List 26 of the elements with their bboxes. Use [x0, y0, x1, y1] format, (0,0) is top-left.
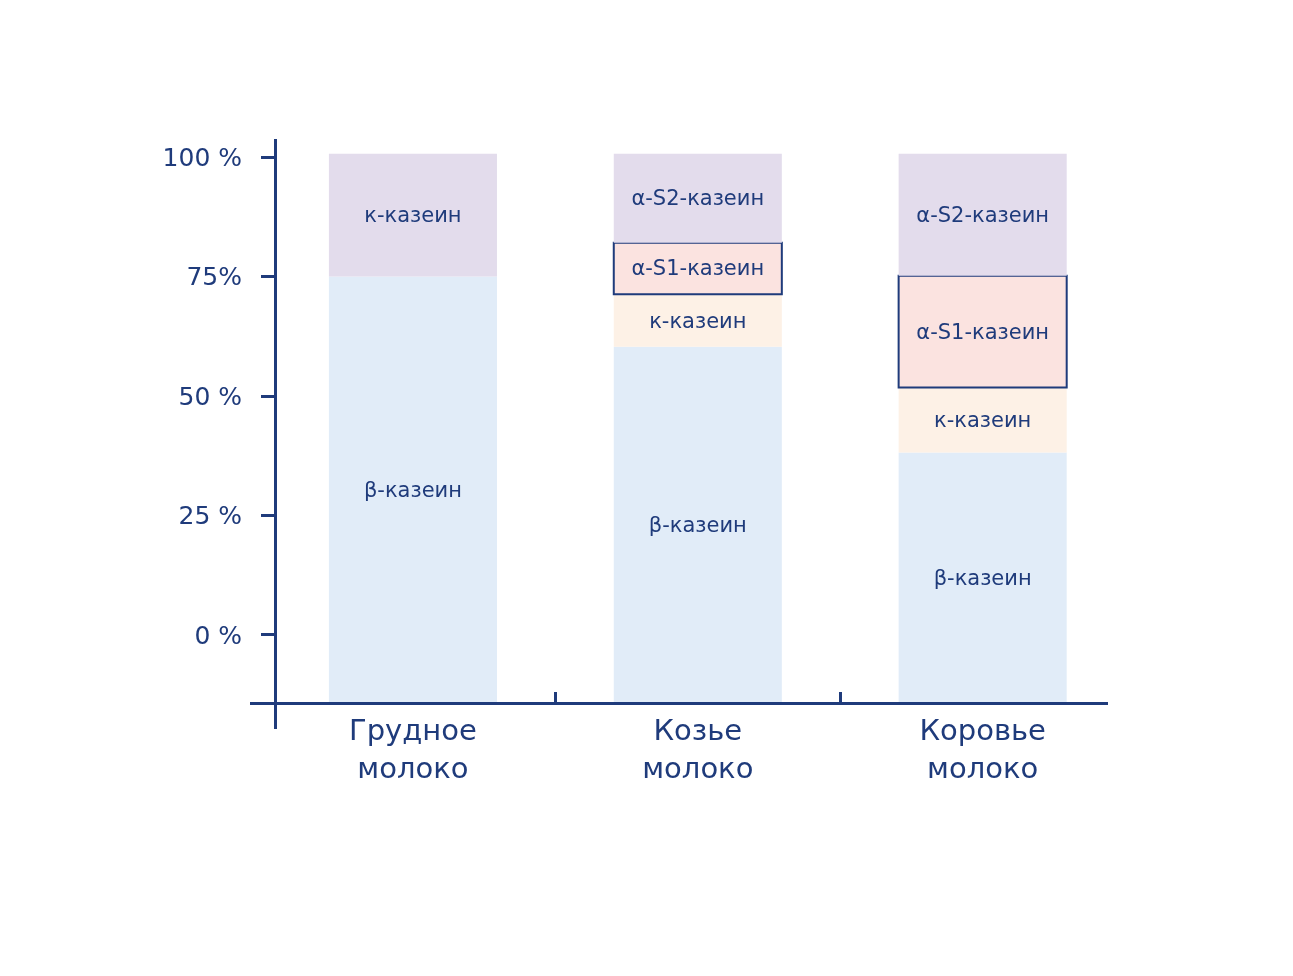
- x-tick-label: Коровье молоко: [919, 713, 1046, 785]
- x-tick-label: Козье молоко: [642, 713, 754, 785]
- y-tick-label: 100 %: [162, 142, 242, 172]
- bar: [613, 346, 782, 704]
- bar: [613, 153, 782, 243]
- series-label: α-S1-казеин: [631, 256, 765, 281]
- series-label: β-казеин: [363, 477, 462, 502]
- y-tick-label: 50 %: [178, 381, 242, 411]
- bar: [898, 387, 1067, 453]
- text: к-казеин: [364, 203, 462, 228]
- bar: [897, 274, 1068, 389]
- bar: [898, 153, 1067, 276]
- text: β-казеин: [648, 513, 747, 538]
- text: β-казеин: [933, 565, 1032, 590]
- bar: [898, 452, 1067, 704]
- series-label: α-S2-казеин: [631, 186, 765, 211]
- y-tick-label: 25 %: [178, 501, 242, 531]
- text: α-S1-казеин: [916, 319, 1050, 344]
- x-tick-label: Грудное молоко: [349, 713, 477, 785]
- text: α-S2-казеин: [916, 202, 1050, 227]
- text: к-казеин: [934, 407, 1032, 432]
- series-label: к-казеин: [649, 308, 747, 333]
- y-tick-label: 75%: [186, 262, 242, 292]
- bar: [328, 276, 497, 704]
- y-tick-label: 0 %: [194, 620, 242, 650]
- bar: [613, 294, 782, 347]
